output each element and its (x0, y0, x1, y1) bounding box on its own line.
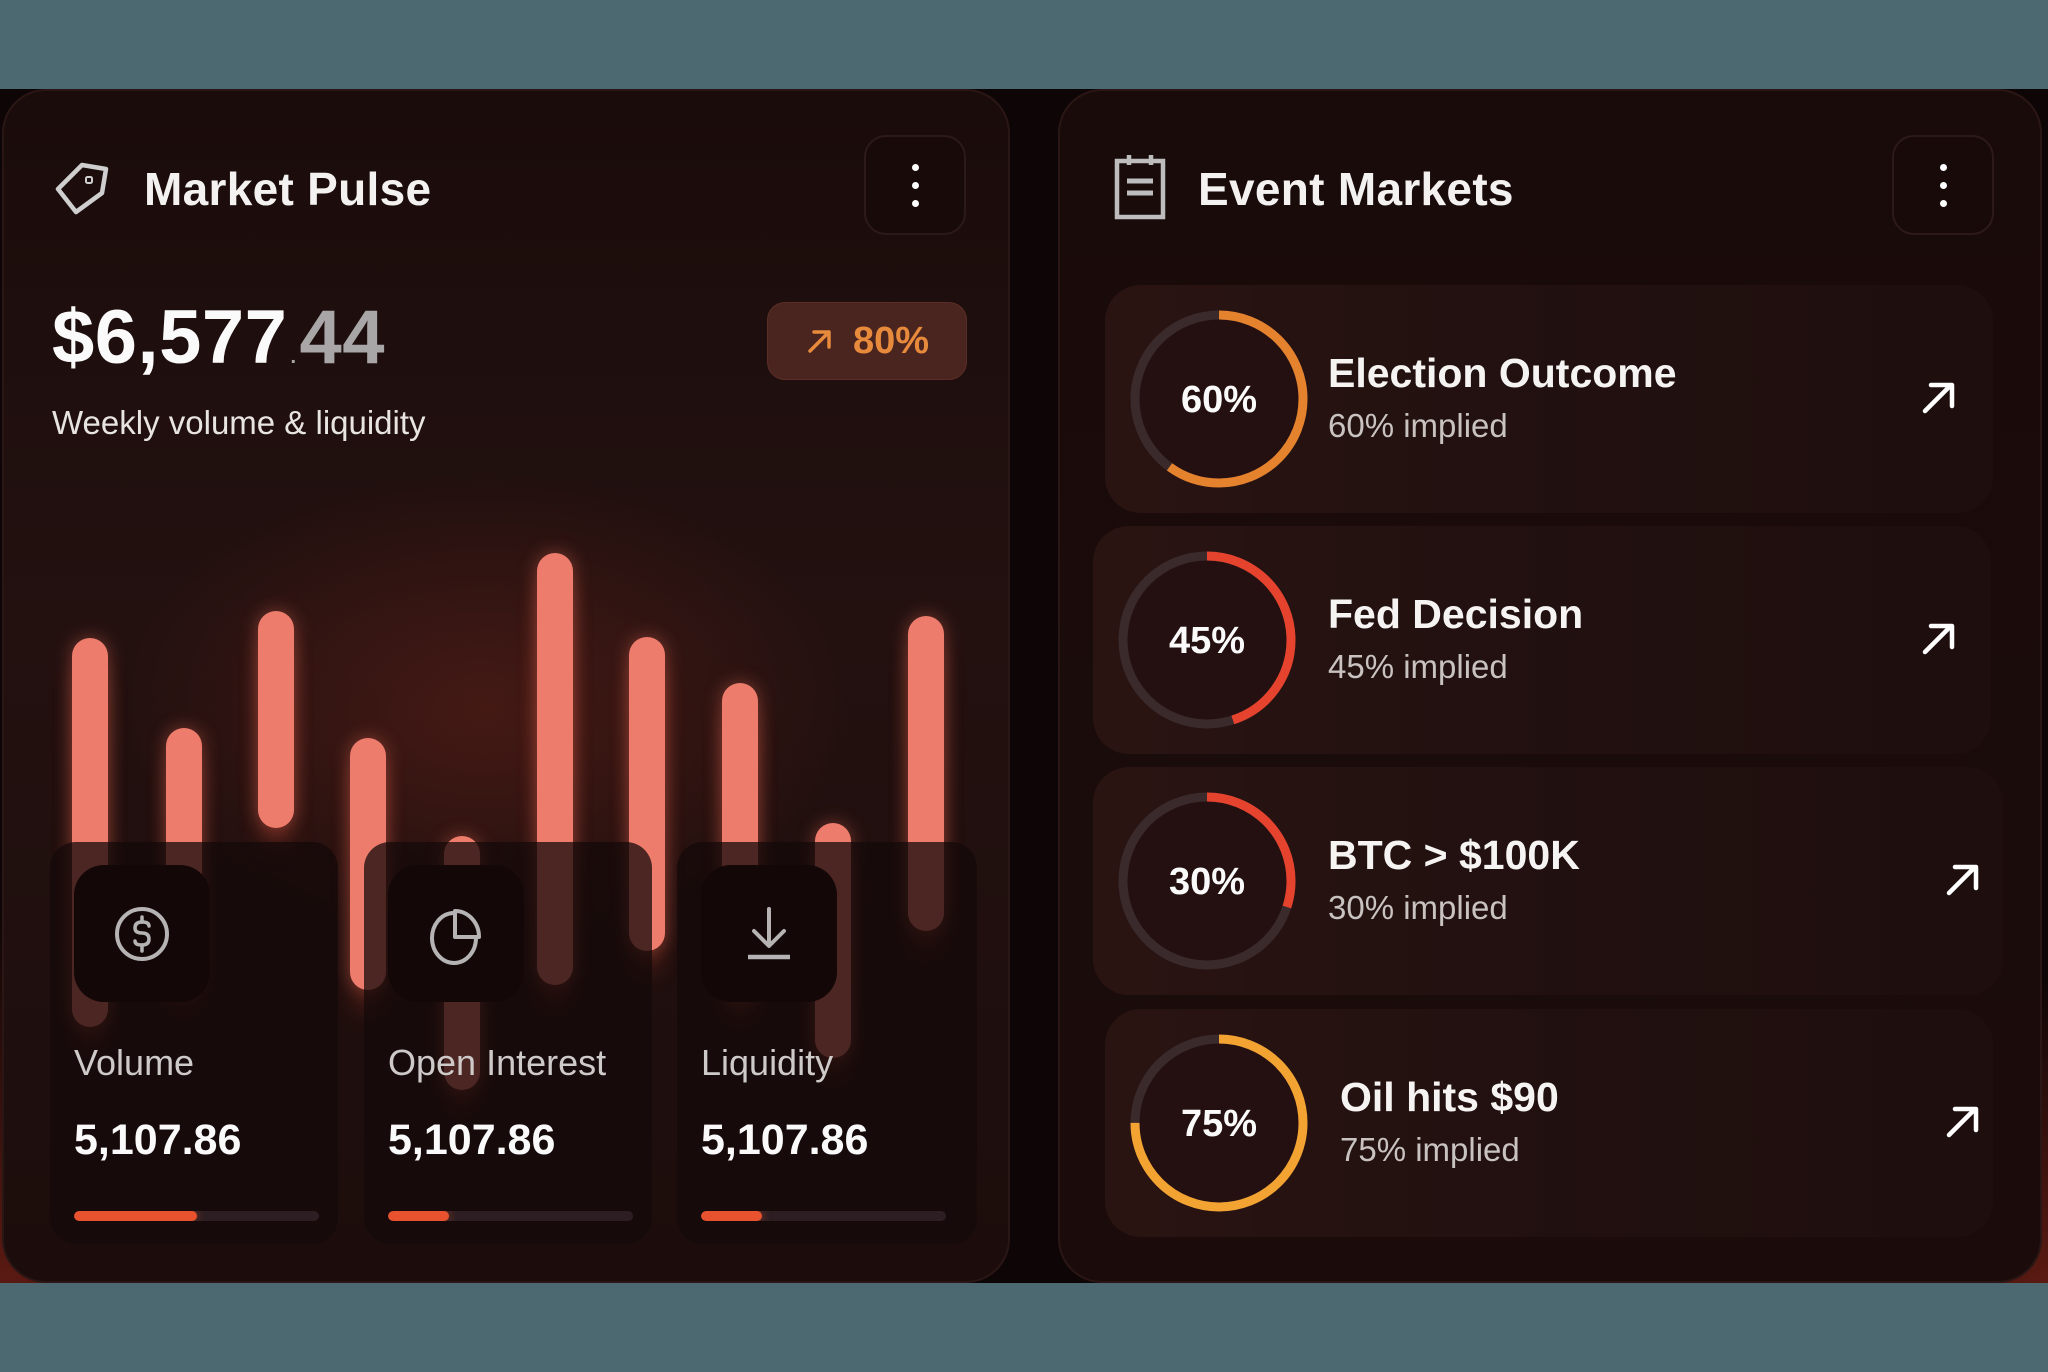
stat-tile-open-interest: Open Interest 5,107.86 (364, 842, 652, 1244)
more-vertical-icon-dot (911, 199, 919, 207)
market-pulse-header: Market Pulse (4, 91, 1008, 291)
probability-ring (1118, 551, 1296, 729)
total-value: $6,577.44 (52, 300, 385, 376)
stat-progress-track (701, 1211, 946, 1221)
probability-ring (1130, 310, 1308, 488)
event-item-election-outcome[interactable]: 60% Election Outcome 60% implied (1105, 285, 1993, 513)
event-title: Fed Decision (1328, 591, 1584, 637)
event-item-oil-90[interactable]: 75% Oil hits $90 75% implied (1105, 1009, 1993, 1237)
event-item-btc-100k[interactable]: 30% BTC > $100K 30% implied (1093, 767, 2003, 995)
chart-bar (258, 611, 294, 828)
change-badge: 80% (767, 302, 967, 380)
probability-ring (1130, 1034, 1308, 1212)
event-markets-card: Event Markets 60% Election Outcome 60% i… (1058, 89, 2042, 1283)
event-markets-title: Event Markets (1198, 163, 1514, 215)
stat-progress-fill (74, 1211, 197, 1221)
event-subtitle: 75% implied (1340, 1131, 1520, 1168)
arrow-up-right-icon (1922, 623, 1955, 655)
stat-progress-track (388, 1211, 633, 1221)
event-item-fed-decision[interactable]: 45% Fed Decision 45% implied (1093, 526, 1991, 754)
stat-progress-track (74, 1211, 319, 1221)
clipboard-icon (1114, 155, 1166, 220)
event-title: Election Outcome (1328, 350, 1677, 396)
more-vertical-icon-dot (1939, 181, 1947, 189)
event-markets-menu-button[interactable] (1892, 135, 1994, 235)
event-subtitle: 60% implied (1328, 407, 1508, 444)
more-vertical-icon (911, 163, 919, 171)
change-badge-value: 80% (852, 319, 930, 362)
stat-progress-fill (388, 1211, 450, 1221)
total-value-separator: . (290, 346, 297, 368)
event-title: BTC > $100K (1328, 832, 1580, 878)
probability-label: 60% (1180, 379, 1258, 421)
probability-ring (1118, 792, 1296, 970)
stat-tile-liquidity: Liquidity 5,107.86 (677, 842, 977, 1244)
stat-icon-box (388, 865, 524, 1002)
stat-value: 5,107.86 (701, 1116, 869, 1164)
arrow-up-right-icon (1922, 382, 1955, 414)
event-title: Oil hits $90 (1340, 1074, 1559, 1120)
stat-progress-fill (701, 1211, 763, 1221)
probability-label: 45% (1168, 620, 1246, 662)
stat-tile-volume: Volume 5,107.86 (50, 842, 338, 1244)
total-value-cents: 44 (299, 295, 386, 380)
stat-value: 5,107.86 (388, 1116, 556, 1164)
event-markets-header: Event Markets (1060, 91, 2040, 291)
stat-label: Open Interest (388, 1042, 607, 1083)
stat-label: Volume (74, 1042, 195, 1083)
total-value-subtitle: Weekly volume & liquidity (52, 404, 426, 441)
arrow-up-right-icon (808, 330, 831, 353)
download-icon (748, 906, 790, 959)
market-pulse-menu-button[interactable] (864, 135, 966, 235)
total-value-main: $6,577 (52, 295, 288, 380)
more-vertical-icon-dot (1939, 199, 1947, 207)
market-pulse-title: Market Pulse (144, 163, 432, 215)
dollar-circle-icon (115, 906, 169, 961)
stat-label: Liquidity (701, 1042, 834, 1083)
stat-icon-box (74, 865, 210, 1002)
stat-icon-box (701, 865, 837, 1002)
pie-chart-icon (430, 908, 481, 965)
event-subtitle: 45% implied (1328, 648, 1508, 685)
more-vertical-icon-dot (911, 181, 919, 189)
tag-icon (55, 162, 109, 215)
stat-value: 5,107.86 (74, 1116, 242, 1164)
more-vertical-icon (1939, 163, 1947, 171)
arrow-up-right-icon (1946, 1106, 1979, 1138)
probability-label: 75% (1180, 1103, 1258, 1145)
market-pulse-card: Market Pulse $6,577.44 Weekly volume & l… (2, 89, 1010, 1283)
arrow-up-right-icon (1946, 864, 1979, 896)
event-subtitle: 30% implied (1328, 889, 1508, 926)
probability-label: 30% (1168, 861, 1246, 903)
